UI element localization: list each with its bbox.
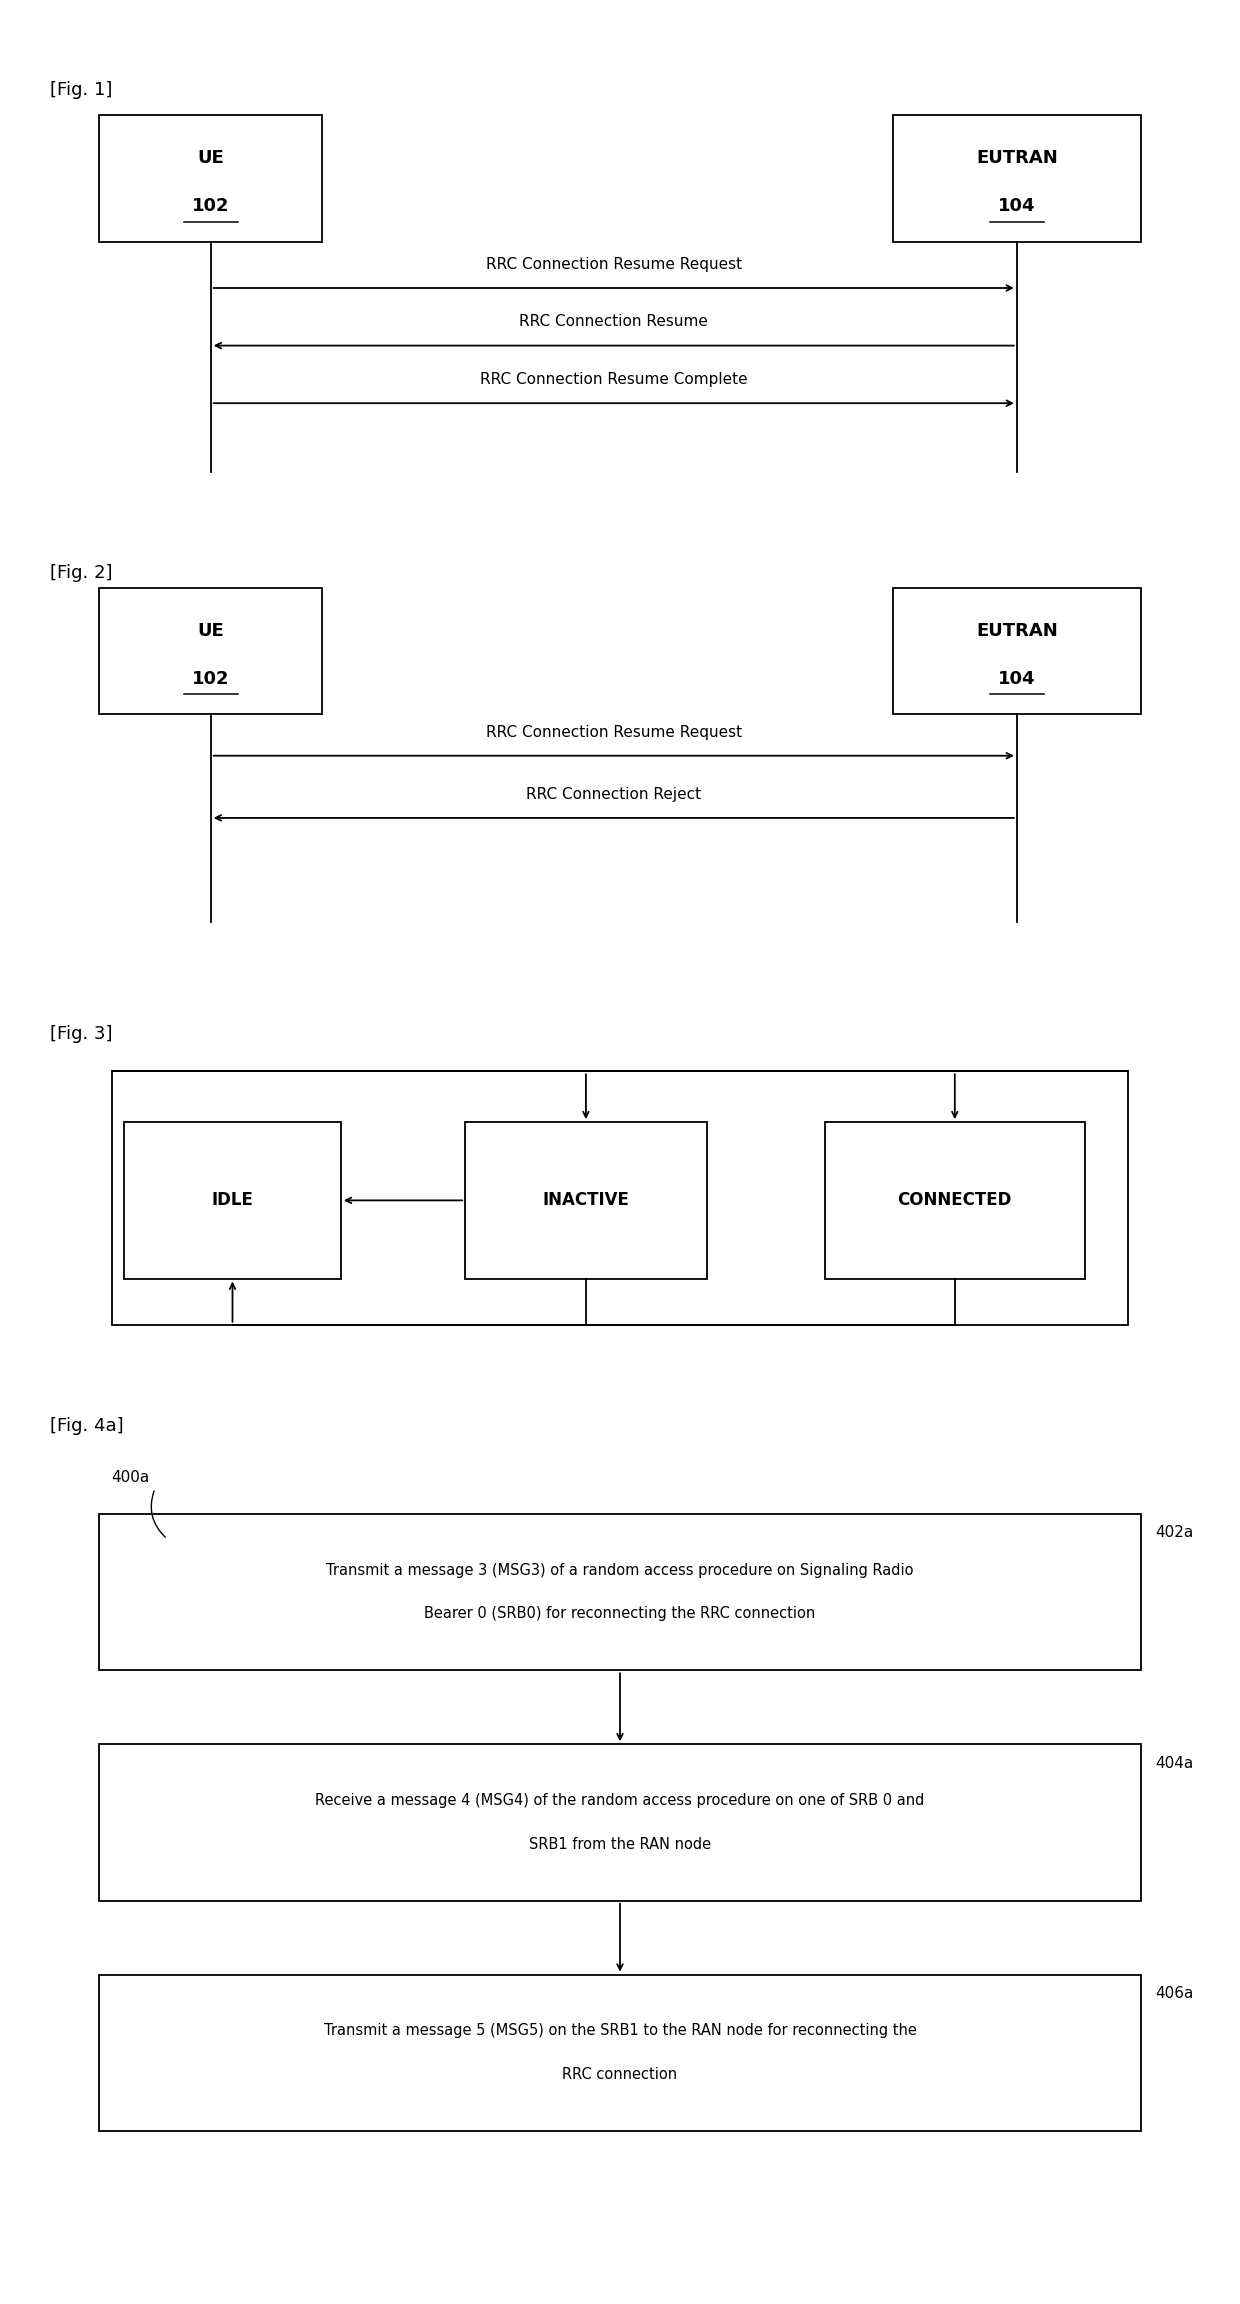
Text: CONNECTED: CONNECTED	[898, 1191, 1012, 1210]
Bar	[893, 588, 1141, 714]
Text: EUTRAN: EUTRAN	[976, 622, 1058, 641]
Text: Bearer 0 (SRB0) for reconnecting the RRC connection: Bearer 0 (SRB0) for reconnecting the RRC…	[424, 1606, 816, 1622]
Text: SRB1 from the RAN node: SRB1 from the RAN node	[529, 1836, 711, 1852]
Bar	[893, 115, 1141, 242]
Bar	[99, 1514, 1141, 1670]
Bar	[99, 1975, 1141, 2131]
Bar	[465, 1122, 707, 1279]
Text: RRC Connection Resume Complete: RRC Connection Resume Complete	[480, 371, 748, 387]
Text: 406a: 406a	[1156, 1986, 1194, 2002]
Text: INACTIVE: INACTIVE	[542, 1191, 630, 1210]
Text: [Fig. 1]: [Fig. 1]	[50, 81, 112, 99]
Text: RRC Connection Resume Request: RRC Connection Resume Request	[486, 256, 742, 272]
Text: 102: 102	[192, 670, 229, 689]
Text: 102: 102	[192, 198, 229, 217]
Text: RRC Connection Resume Request: RRC Connection Resume Request	[486, 723, 742, 740]
Text: EUTRAN: EUTRAN	[976, 150, 1058, 168]
Text: 104: 104	[998, 198, 1035, 217]
Text: RRC connection: RRC connection	[563, 2067, 677, 2083]
Text: 400a: 400a	[112, 1470, 150, 1486]
Text: RRC Connection Reject: RRC Connection Reject	[526, 786, 702, 802]
Bar	[99, 588, 322, 714]
Bar	[124, 1122, 341, 1279]
Text: 104: 104	[998, 670, 1035, 689]
Text: [Fig. 2]: [Fig. 2]	[50, 564, 112, 583]
Bar	[825, 1122, 1085, 1279]
Text: [Fig. 4a]: [Fig. 4a]	[50, 1417, 123, 1435]
Bar	[99, 1744, 1141, 1901]
Text: IDLE: IDLE	[212, 1191, 253, 1210]
Text: UE: UE	[197, 150, 224, 168]
Text: 402a: 402a	[1156, 1525, 1194, 1541]
Text: RRC Connection Resume: RRC Connection Resume	[520, 313, 708, 329]
Text: 404a: 404a	[1156, 1756, 1194, 1772]
Text: Transmit a message 3 (MSG3) of a random access procedure on Signaling Radio: Transmit a message 3 (MSG3) of a random …	[326, 1562, 914, 1578]
Bar	[99, 115, 322, 242]
Text: Transmit a message 5 (MSG5) on the SRB1 to the RAN node for reconnecting the: Transmit a message 5 (MSG5) on the SRB1 …	[324, 2023, 916, 2039]
Text: Receive a message 4 (MSG4) of the random access procedure on one of SRB 0 and: Receive a message 4 (MSG4) of the random…	[315, 1793, 925, 1809]
Bar	[112, 1071, 1128, 1325]
Text: [Fig. 3]: [Fig. 3]	[50, 1025, 112, 1044]
Text: UE: UE	[197, 622, 224, 641]
